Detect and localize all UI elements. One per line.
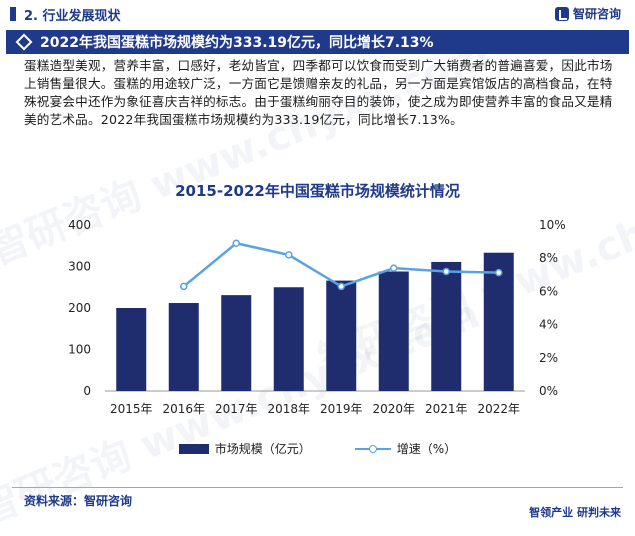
section-title: 2. 行业发展现状 bbox=[24, 8, 121, 24]
top-bar: 2. 行业发展现状 智研咨询 bbox=[0, 0, 635, 26]
x-tick-label: 2018年 bbox=[267, 402, 310, 416]
legend-line-swatch bbox=[354, 444, 391, 454]
y2-tick-label: 0% bbox=[539, 384, 558, 398]
brand-logo: 智研咨询 bbox=[554, 5, 621, 22]
y2-tick-label: 8% bbox=[539, 251, 558, 265]
bar bbox=[221, 295, 252, 391]
source-note: 资料来源：智研咨询 bbox=[24, 494, 133, 508]
y2-tick-label: 10% bbox=[539, 218, 566, 232]
bar bbox=[431, 261, 462, 391]
x-tick-label: 2015年 bbox=[110, 402, 153, 416]
legend-bar-label: 市场规模（亿元） bbox=[214, 442, 311, 456]
body-paragraph: 蛋糕造型美观，营养丰富，口感好，老幼皆宜，四季都可以饮食而受到广大销费者的普遍喜… bbox=[24, 58, 613, 127]
x-tick-label: 2021年 bbox=[425, 402, 468, 416]
headline-text: 2022年我国蛋糕市场规模约为333.19亿元，同比增长7.13% bbox=[40, 35, 434, 51]
bar bbox=[116, 308, 147, 391]
legend-bar-swatch bbox=[178, 443, 209, 454]
bar bbox=[378, 271, 409, 391]
headline-banner: 2022年我国蛋糕市场规模约为333.19亿元，同比增长7.13% bbox=[6, 30, 629, 54]
y2-tick-label: 6% bbox=[539, 284, 558, 298]
growth-point bbox=[495, 268, 503, 277]
y-tick-label: 300 bbox=[68, 260, 91, 274]
legend-item-bar: 市场规模（亿元） bbox=[178, 440, 311, 457]
bar bbox=[168, 303, 199, 391]
x-tick-label: 2019年 bbox=[320, 402, 363, 416]
chart-title: 2015-2022年中国蛋糕市场规模统计情况 bbox=[175, 182, 460, 200]
footer-slogan: 智领产业 研判未来 bbox=[529, 506, 621, 519]
growth-point bbox=[442, 267, 450, 276]
section-tag: 2. 行业发展现状 bbox=[10, 4, 121, 24]
growth-point bbox=[180, 282, 188, 291]
chart-legend: 市场规模（亿元） 增速（%） bbox=[0, 440, 635, 457]
growth-point bbox=[390, 264, 398, 272]
x-tick-label: 2022年 bbox=[477, 402, 520, 416]
section-marker-icon bbox=[10, 7, 16, 21]
x-tick-label: 2017年 bbox=[215, 402, 258, 416]
legend-line-label: 增速（%） bbox=[396, 442, 457, 456]
growth-point bbox=[285, 251, 293, 259]
growth-point bbox=[232, 239, 240, 248]
x-tick-label: 2020年 bbox=[372, 402, 415, 416]
logo-icon bbox=[554, 6, 569, 21]
legend-item-line: 增速（%） bbox=[354, 440, 457, 457]
bar bbox=[273, 287, 304, 391]
combo-chart: 0 100 200 300 400 0% 2% 4% 6% 8% 10% 2015年 2016年 2017… bbox=[68, 218, 566, 416]
bar bbox=[326, 280, 357, 391]
y2-tick-label: 4% bbox=[539, 318, 558, 332]
y-tick-label: 0 bbox=[83, 384, 91, 398]
logo-text: 智研咨询 bbox=[572, 7, 621, 21]
diamond-icon bbox=[15, 33, 33, 51]
x-tick-label: 2016年 bbox=[162, 402, 205, 416]
growth-point bbox=[337, 282, 345, 291]
y2-tick-label: 2% bbox=[539, 351, 558, 365]
y-tick-label: 200 bbox=[68, 301, 91, 315]
y-tick-label: 100 bbox=[68, 343, 91, 357]
y-tick-label: 400 bbox=[68, 218, 91, 232]
footer-divider bbox=[12, 487, 623, 488]
